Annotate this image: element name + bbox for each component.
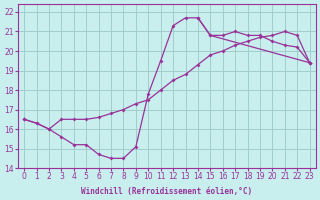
X-axis label: Windchill (Refroidissement éolien,°C): Windchill (Refroidissement éolien,°C) (81, 187, 252, 196)
